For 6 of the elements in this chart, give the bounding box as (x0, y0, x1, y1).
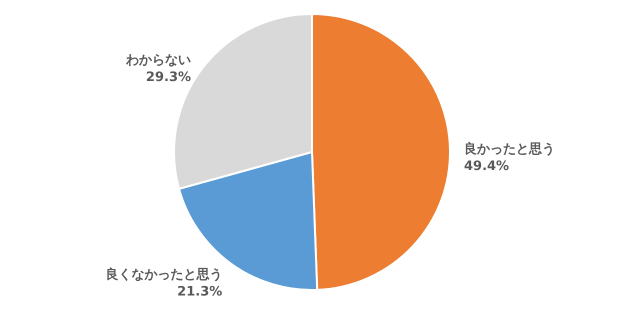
data-label: 21.3% (177, 284, 222, 300)
slice-label: 良くなかったと思う (105, 266, 222, 283)
slice-label: わからない (125, 52, 192, 68)
data-label: 49.4% (464, 159, 510, 174)
data-label: 29.3% (146, 70, 192, 85)
slice-label: 良かったと思う (464, 141, 555, 158)
